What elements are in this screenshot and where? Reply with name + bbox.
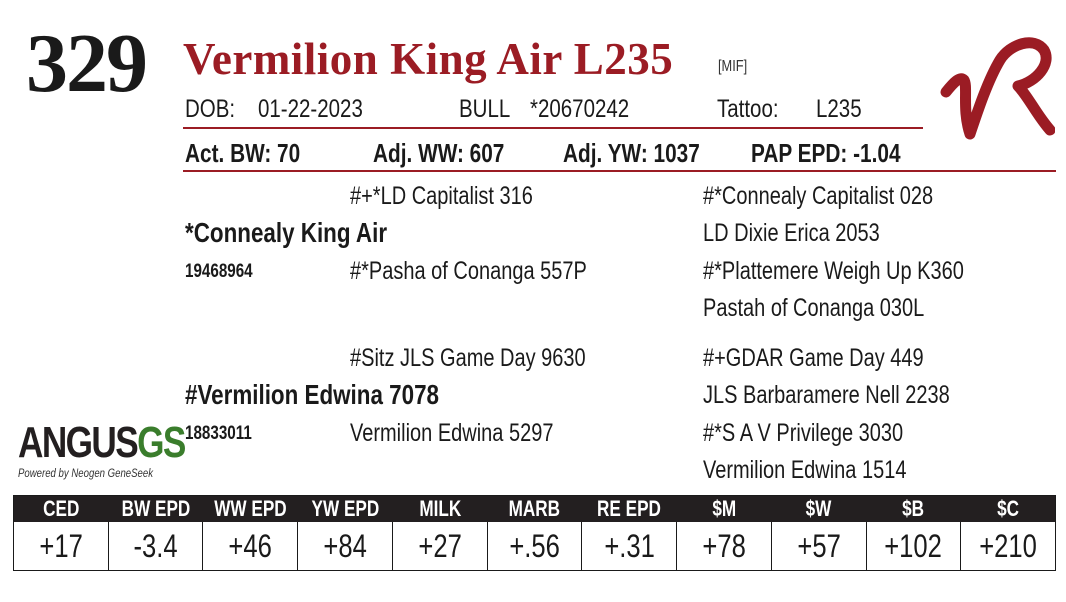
dam-registration: 18833011 — [185, 423, 252, 444]
dam-sire: #Sitz JLS Game Day 9630 — [350, 344, 586, 372]
epd-header-c: $C — [996, 496, 1019, 521]
epd-value-marb: +.56 — [486, 522, 582, 570]
epd-value-bw: -3.4 — [107, 522, 203, 570]
dam-dam: Vermilion Edwina 5297 — [350, 419, 554, 447]
epd-header-row: CED BW EPD WW EPD YW EPD MILK EPD MARB E… — [14, 496, 1055, 522]
weaning-weight: Adj. WW: 607 — [373, 138, 505, 168]
angus-logo-text: ANGUS — [18, 418, 139, 467]
lot-number: 329 — [26, 17, 148, 110]
dob-value: 01-22-2023 — [258, 95, 363, 123]
epd-table: CED BW EPD WW EPD YW EPD MILK EPD MARB E… — [13, 495, 1056, 571]
dam-sire-dam: JLS Barbaramere Nell 2238 — [703, 381, 950, 409]
sire-sire-dam: LD Dixie Erica 2053 — [703, 219, 880, 247]
epd-header-w: $W — [805, 496, 832, 521]
gs-logo-text: GS — [137, 418, 186, 467]
dam-dam-sire: #*S A V Privilege 3030 — [703, 419, 904, 447]
header-divider — [183, 127, 923, 129]
epd-value-w: +57 — [770, 522, 866, 570]
dam-name: #Vermilion Edwina 7078 — [185, 379, 439, 410]
birth-weight: Act. BW: 70 — [185, 138, 301, 168]
yearling-weight: Adj. YW: 1037 — [563, 138, 700, 168]
sire-registration: 19468964 — [185, 261, 253, 282]
vr-brand-logo — [940, 37, 1055, 140]
epd-value-yw: +84 — [297, 522, 392, 570]
epd-header-m: $M — [711, 496, 736, 521]
angus-logo-tagline: Powered by Neogen GeneSeek — [18, 466, 154, 480]
tag-label: [MIF] — [718, 58, 748, 75]
sire-name: *Connealy King Air — [185, 217, 388, 248]
animal-name: Vermilion King Air L235 — [183, 34, 674, 84]
angus-gs-logo: ANGUS GS Powered by Neogen GeneSeek — [18, 418, 186, 484]
dob-label: DOB: — [185, 95, 236, 123]
sire-sire-sire: #*Connealy Capitalist 028 — [703, 182, 934, 210]
sire-sire: #+*LD Capitalist 316 — [350, 182, 533, 210]
epd-value-b: +102 — [865, 522, 961, 570]
sire-dam-dam: Pastah of Conanga 030L — [703, 294, 925, 322]
epd-value-milk: +27 — [391, 522, 487, 570]
epd-header-milk: MILK EPD — [418, 496, 461, 521]
sire-dam-sire: #*Plattemere Weigh Up K360 — [703, 257, 964, 285]
tattoo-value: L235 — [816, 95, 862, 123]
epd-header-re: RE EPD — [597, 496, 662, 521]
epd-value-ww: +46 — [202, 522, 297, 570]
dam-sire-sire: #+GDAR Game Day 449 — [703, 344, 924, 372]
epd-value-re: +.31 — [581, 522, 676, 570]
epd-header-yw: YW EPD — [311, 496, 380, 521]
epd-value-ced: +17 — [39, 528, 83, 564]
epd-value-row: +17 -3.4 +46 +84 +27 +.56 +.31 +78 +57 +… — [14, 522, 1055, 570]
epd-header-bw: BW EPD — [121, 496, 191, 521]
epd-header-marb: MARB EPD — [508, 496, 561, 521]
epd-value-m: +78 — [676, 522, 771, 570]
dam-dam-dam: Vermilion Edwina 1514 — [703, 456, 907, 484]
epd-header-b: $B — [902, 496, 925, 521]
registration-number: *20670242 — [530, 95, 630, 123]
epd-header-ww: WW EPD — [214, 496, 287, 521]
sire-dam: #*Pasha of Conanga 557P — [350, 257, 587, 285]
epd-header-ced: CED — [43, 496, 80, 521]
sex-label: BULL — [459, 95, 511, 123]
epd-value-c: +210 — [960, 522, 1055, 570]
pap-epd: PAP EPD: -1.04 — [751, 138, 901, 168]
tattoo-label: Tattoo: — [717, 95, 779, 123]
performance-divider — [183, 170, 1056, 172]
